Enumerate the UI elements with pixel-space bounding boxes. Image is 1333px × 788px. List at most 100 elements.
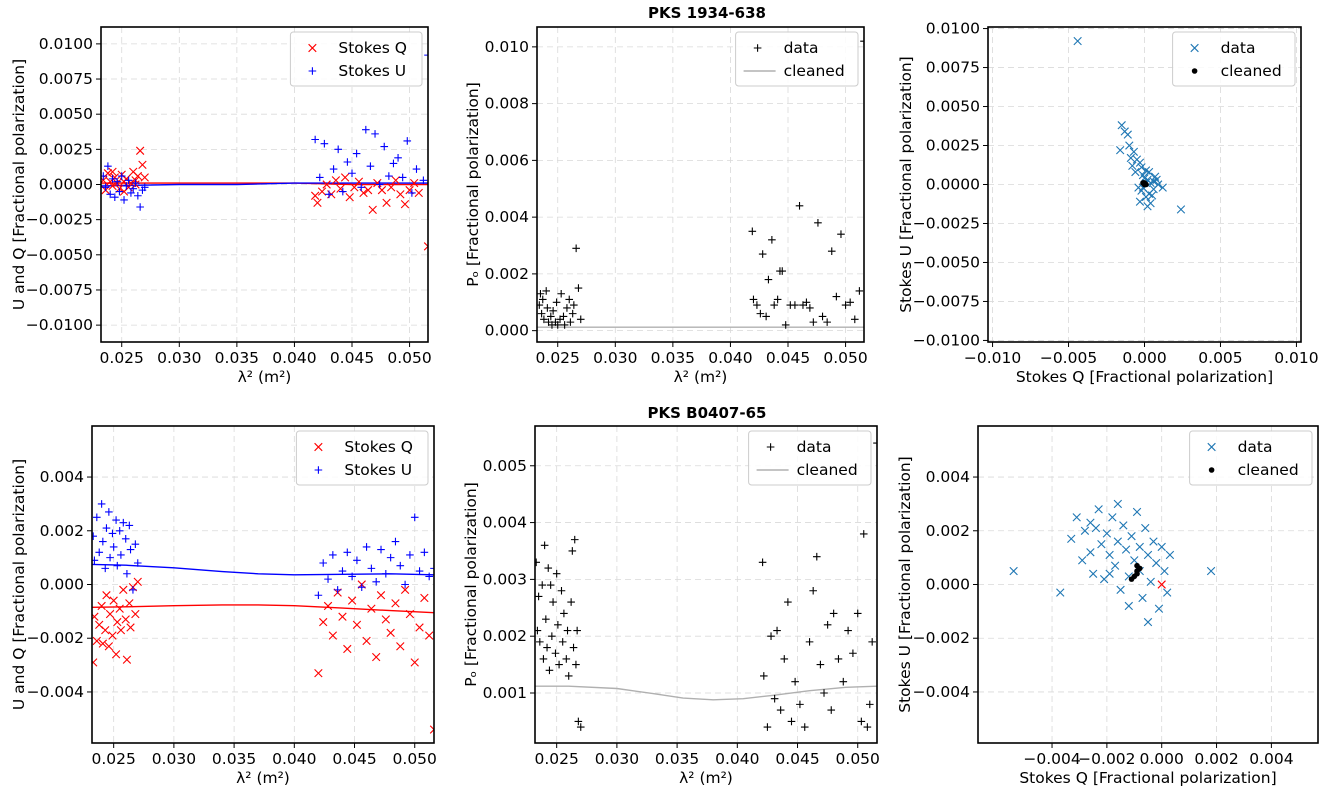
data-point: [1135, 542, 1144, 552]
data-point: [414, 188, 423, 198]
data-point: [391, 176, 400, 185]
data-point: [375, 180, 384, 189]
data-point: [410, 513, 419, 522]
data-point: [1128, 576, 1135, 582]
data-point: [549, 306, 557, 315]
data-point: [535, 558, 541, 567]
data-point: [1144, 167, 1154, 177]
data-point: [1073, 36, 1082, 46]
panel-pks1934-uq-vs-lambda: 0.025 0.030 0.035 0.040 0.045 0.050 −0.0100 −0.…: [10, 26, 432, 386]
data-point: [338, 187, 347, 196]
data-point: [1132, 507, 1142, 517]
data-point: [537, 301, 544, 309]
data-point: [538, 295, 547, 304]
data-point: [389, 159, 398, 168]
data-point: [1141, 523, 1150, 533]
legend-marker-swatch: [1191, 68, 1198, 74]
data-point: [538, 581, 547, 589]
data-point: [119, 585, 128, 595]
data-point: [787, 717, 796, 726]
y-tick-label: 0.002: [926, 522, 970, 540]
data-point: [362, 125, 370, 134]
x-tick-label: 0.030: [157, 349, 201, 367]
data-point: [396, 642, 405, 651]
data-point: [841, 301, 850, 309]
data-point: [773, 626, 781, 635]
data-point: [1126, 153, 1136, 163]
data-point: [1125, 141, 1134, 150]
data-point: [567, 598, 575, 606]
y-axis-label: Pₒ [Fractional polarization]: [464, 82, 482, 287]
data-point: [129, 184, 138, 193]
data-point: [773, 295, 782, 304]
data-point: [99, 537, 107, 546]
y-tick-label: −0.002: [913, 629, 970, 647]
x-tick-label: 0.030: [152, 750, 196, 768]
data-point: [371, 130, 379, 138]
panel-b0407-uq-vs-lambda: 0.025 0.030 0.035 0.040 0.045 0.050 −0.004 −0.0…: [10, 425, 437, 787]
data-point: [140, 183, 149, 192]
data-point: [853, 609, 862, 618]
data-point: [546, 581, 555, 589]
data-point: [119, 518, 128, 527]
model-curve: [101, 182, 428, 187]
data-point: [1123, 130, 1132, 139]
y-tick-label: 0.0075: [926, 59, 980, 77]
data-point: [1147, 191, 1157, 200]
data-point: [758, 558, 767, 567]
data-point: [102, 591, 111, 600]
data-point: [108, 631, 117, 640]
data-point: [410, 658, 419, 667]
data-point: [555, 660, 563, 669]
x-tick-label: −0.004: [1023, 750, 1080, 768]
data-point: [314, 668, 323, 678]
x-tick-label: 0.002: [1194, 750, 1238, 768]
y-tick-label: 0.0100: [39, 35, 93, 53]
y-tick-label: −0.0025: [26, 211, 93, 229]
data-point: [1149, 177, 1158, 186]
data-point: [770, 694, 779, 703]
data-point: [763, 723, 772, 731]
y-axis-label: U and Q [Fractional polarization]: [10, 459, 28, 710]
data-point: [576, 315, 585, 324]
y-tick-label: −0.0050: [913, 253, 980, 271]
data-point: [1149, 537, 1158, 546]
data-point: [348, 169, 356, 178]
data-point: [105, 508, 113, 516]
data-point: [396, 190, 405, 199]
data-point: [122, 182, 131, 190]
data-point: [543, 304, 552, 312]
legend: data cleaned: [1172, 31, 1296, 87]
data-point: [400, 585, 410, 595]
data-point: [423, 242, 428, 251]
data-point: [570, 535, 579, 544]
y-tick-label: 0.0050: [39, 105, 93, 123]
data-point: [105, 609, 115, 619]
x-axis-label: λ² (m²): [674, 368, 728, 386]
x-tick-label: 0.000: [1140, 750, 1184, 768]
data-point: [138, 160, 147, 170]
data-point: [568, 547, 577, 555]
data-point: [809, 586, 817, 595]
legend-label: Stokes Q: [338, 39, 407, 57]
data-point: [391, 537, 400, 546]
data-point: [101, 564, 110, 573]
data-point: [112, 516, 120, 524]
data-point: [92, 658, 98, 667]
data-point: [1135, 158, 1145, 167]
legend-marker-swatch: [308, 43, 317, 53]
data-point: [368, 205, 377, 215]
data-point: [1131, 167, 1140, 177]
data-point: [406, 551, 414, 559]
plot-area: [101, 51, 428, 251]
data-point: [791, 677, 799, 686]
data-point: [796, 700, 804, 709]
data-point: [115, 604, 124, 613]
data-point: [386, 553, 395, 562]
data-point: [92, 612, 99, 621]
data-point: [108, 175, 117, 183]
data-point: [1137, 163, 1146, 172]
legend-label: Stokes Q: [344, 438, 413, 456]
data-point: [396, 561, 405, 570]
data-point: [113, 617, 122, 627]
